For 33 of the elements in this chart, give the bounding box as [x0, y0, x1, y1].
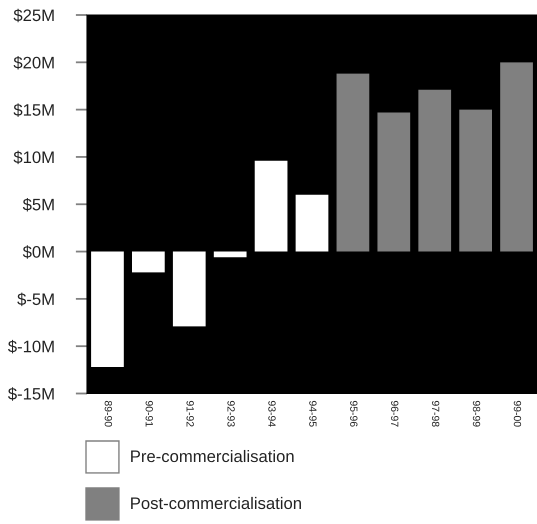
x-tick-label: 91-92: [186, 400, 194, 427]
bar: [377, 112, 410, 252]
y-tick-label: $25M: [14, 8, 54, 22]
y-tick-label: $10M: [14, 150, 54, 164]
x-tick-label: 99-00: [514, 400, 522, 427]
bar: [500, 62, 533, 252]
x-tick-label: 89-90: [104, 400, 112, 427]
bar: [172, 252, 206, 326]
x-tick-label: 95-96: [350, 400, 358, 427]
bar: [132, 252, 165, 272]
x-tick-label: 92-93: [227, 400, 235, 427]
bar: [214, 252, 247, 258]
legend-label: Pre-commercialisation: [131, 450, 294, 462]
x-tick-label: 94-95: [309, 400, 317, 427]
x-tick-label: 98-99: [472, 400, 480, 427]
bar: [336, 74, 370, 252]
y-tick-label: $15M: [14, 103, 54, 117]
legend-label: Post-commercialisation: [131, 496, 301, 510]
y-tick-label: $-5M: [17, 292, 54, 306]
y-tick-label: $-15M: [8, 387, 54, 401]
x-tick-label: 97-98: [432, 400, 440, 427]
bar: [254, 160, 288, 252]
bar: [459, 110, 492, 252]
x-tick-label: 96-97: [391, 400, 398, 427]
y-tick-label: $20M: [14, 56, 54, 70]
x-tick-label: 93-94: [268, 400, 276, 427]
y-tick-label: $5M: [22, 198, 54, 212]
y-tick-label: $0M: [22, 245, 54, 259]
y-tick-label: $-10M: [8, 340, 54, 354]
bar: [418, 90, 452, 252]
bar: [296, 194, 328, 252]
x-tick-label: 90-91: [146, 400, 153, 427]
bar: [91, 252, 124, 368]
